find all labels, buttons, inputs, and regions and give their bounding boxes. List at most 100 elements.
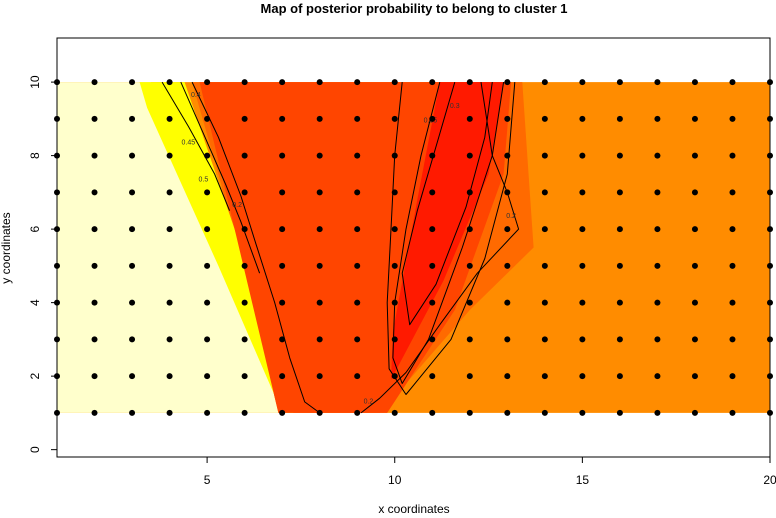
grid-point <box>616 336 623 343</box>
grid-point <box>654 115 661 122</box>
grid-point <box>466 115 473 122</box>
grid-point <box>166 336 173 343</box>
grid-point <box>504 79 511 86</box>
grid-point <box>354 373 361 380</box>
contour-line-6 <box>360 82 520 414</box>
grid-point <box>466 79 473 86</box>
y-tick-label: 4 <box>28 299 42 306</box>
grid-point <box>541 409 548 416</box>
grid-point <box>91 409 98 416</box>
grid-point <box>579 152 586 159</box>
grid-point <box>166 262 173 269</box>
grid-point <box>541 79 548 86</box>
grid-point <box>91 189 98 196</box>
grid-point <box>241 299 248 306</box>
contour-label-5: 0.3 <box>450 103 460 110</box>
grid-point <box>279 373 286 380</box>
contour-label-2: 0.5 <box>198 176 208 183</box>
grid-point <box>316 152 323 159</box>
contour-line-4 <box>401 81 493 326</box>
grid-point <box>241 262 248 269</box>
y-axis-label: y coordinates <box>0 212 13 283</box>
x-axis-label: x coordinates <box>378 502 449 516</box>
x-axis: 5 10 15 20 <box>204 457 776 487</box>
grid-point <box>91 262 98 269</box>
grid-point <box>391 262 398 269</box>
grid-point <box>279 189 286 196</box>
grid-point <box>429 373 436 380</box>
field-region-2 <box>391 82 504 380</box>
grid-point <box>691 189 698 196</box>
grid-point <box>729 409 736 416</box>
contour-label-7: 0.2 <box>364 399 374 406</box>
grid-point <box>541 115 548 122</box>
grid-point <box>654 152 661 159</box>
grid-point <box>691 409 698 416</box>
y-tick-label: 0 <box>28 446 42 453</box>
grid-point <box>166 226 173 233</box>
grid-point <box>654 79 661 86</box>
grid-point <box>316 115 323 122</box>
grid-point <box>129 409 136 416</box>
grid-point <box>279 226 286 233</box>
grid-point <box>616 299 623 306</box>
grid-point <box>391 79 398 86</box>
grid-point <box>691 336 698 343</box>
contour-line-1 <box>180 81 261 274</box>
grid-point <box>391 115 398 122</box>
grid-point <box>429 115 436 122</box>
grid-point <box>129 115 136 122</box>
y-tick-label: 2 <box>28 372 42 379</box>
grid-point <box>654 336 661 343</box>
grid-point <box>429 226 436 233</box>
grid-point <box>241 152 248 159</box>
grid-point <box>354 409 361 416</box>
grid-point <box>616 409 623 416</box>
grid-point <box>579 189 586 196</box>
grid-point <box>316 226 323 233</box>
grid-point <box>129 373 136 380</box>
grid-point <box>204 299 211 306</box>
grid-point <box>316 336 323 343</box>
grid-point <box>204 336 211 343</box>
grid-point <box>579 226 586 233</box>
grid-point <box>129 336 136 343</box>
grid-point <box>241 189 248 196</box>
grid-point <box>504 262 511 269</box>
grid-point <box>91 336 98 343</box>
grid-point <box>316 373 323 380</box>
grid-point <box>204 189 211 196</box>
grid-point <box>691 79 698 86</box>
grid-point <box>241 373 248 380</box>
grid-point <box>166 189 173 196</box>
grid-point <box>204 79 211 86</box>
grid-point <box>616 373 623 380</box>
contour-label-0: 0.2 <box>232 202 242 209</box>
grid-point <box>166 79 173 86</box>
grid-point <box>466 373 473 380</box>
grid-point <box>691 262 698 269</box>
grid-point <box>541 226 548 233</box>
grid-point <box>504 226 511 233</box>
grid-point <box>654 262 661 269</box>
grid-point <box>429 299 436 306</box>
grid-point <box>654 409 661 416</box>
grid-point <box>204 115 211 122</box>
grid-point <box>729 189 736 196</box>
grid-point <box>316 189 323 196</box>
grid-point <box>429 189 436 196</box>
grid-point <box>504 336 511 343</box>
grid-point <box>204 152 211 159</box>
grid-point <box>579 373 586 380</box>
grid-point <box>466 336 473 343</box>
grid-point <box>466 409 473 416</box>
grid-point <box>354 115 361 122</box>
plot-area: 0.20.450.50.40.350.30.20.2 <box>54 37 773 458</box>
grid-point <box>279 262 286 269</box>
grid-point <box>129 262 136 269</box>
grid-point <box>354 262 361 269</box>
y-tick-label: 6 <box>28 225 42 232</box>
grid-point <box>279 115 286 122</box>
grid-point <box>316 299 323 306</box>
grid-point <box>279 409 286 416</box>
